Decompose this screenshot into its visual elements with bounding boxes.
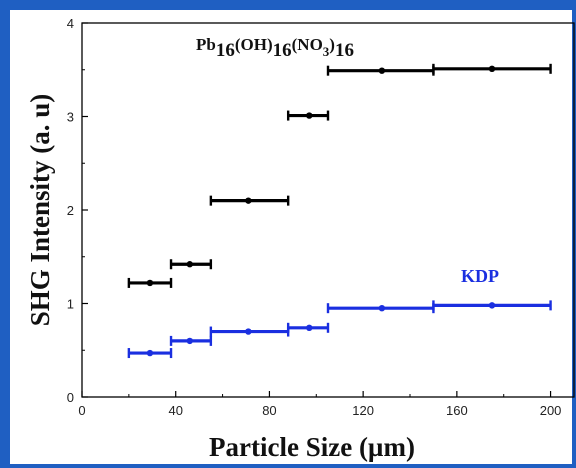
y-axis-title: SHG Intensity (a. u) bbox=[25, 94, 55, 327]
y-tick-label: 1 bbox=[67, 297, 74, 312]
data-point bbox=[306, 112, 313, 119]
data-point bbox=[146, 279, 154, 287]
x-tick-label: 160 bbox=[446, 403, 468, 418]
axes: 0 40 80 120 160 200 0 1 2 3 4 bbox=[67, 16, 575, 418]
data-point bbox=[378, 304, 386, 312]
data-point bbox=[488, 65, 496, 73]
x-tick-label: 200 bbox=[540, 403, 562, 418]
data-point bbox=[245, 197, 252, 204]
plot-box bbox=[81, 22, 575, 398]
data-point bbox=[186, 337, 193, 345]
y-tick-label: 2 bbox=[67, 203, 74, 218]
data-point bbox=[245, 328, 252, 335]
y-tick-label: 4 bbox=[67, 16, 74, 31]
y-tick-label: 3 bbox=[67, 110, 74, 125]
series-layer bbox=[127, 63, 552, 359]
y-tick-label: 0 bbox=[67, 390, 74, 405]
x-axis-title: Particle Size (µm) bbox=[209, 432, 415, 462]
data-point bbox=[378, 67, 386, 74]
series-label-pb: Pb16(OH)16(NO3)16 bbox=[196, 35, 354, 61]
x-tick-label: 40 bbox=[168, 403, 182, 418]
series-label-kdp: KDP bbox=[461, 266, 499, 286]
data-point bbox=[306, 324, 313, 332]
x-tick-label: 80 bbox=[262, 403, 276, 418]
series-0 bbox=[127, 63, 552, 288]
data-point bbox=[488, 302, 496, 309]
data-point bbox=[146, 349, 154, 357]
x-tick-label: 120 bbox=[352, 403, 374, 418]
x-tick-label: 0 bbox=[78, 403, 85, 418]
series-1 bbox=[127, 300, 552, 359]
chart-frame bbox=[10, 10, 572, 464]
data-point bbox=[186, 261, 193, 268]
